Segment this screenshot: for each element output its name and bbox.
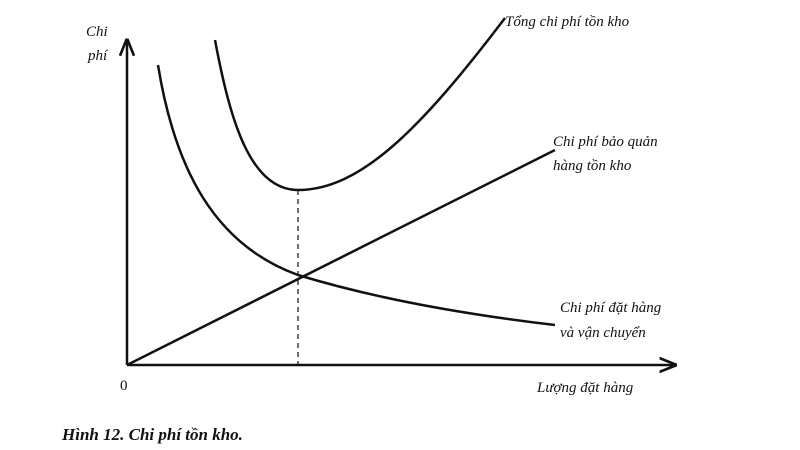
holding-cost-curve: [126, 148, 556, 367]
curve-label: hàng tồn kho: [553, 158, 632, 174]
caption: Hình 12. Chi phí tồn kho.: [61, 425, 243, 444]
origin-label: 0: [120, 378, 128, 394]
curve-label: Chi phí bảo quản: [553, 134, 658, 150]
curve-label: và vận chuyển: [560, 325, 646, 341]
y-axis-label: phí: [87, 48, 109, 64]
ordering-cost-curve: [156, 64, 556, 327]
y-axis-label: Chi: [86, 24, 108, 40]
total-cost-curve: [213, 17, 506, 192]
curve-label: Chi phí đặt hàng: [560, 300, 662, 316]
x-axis-label: Lượng đặt hàng: [536, 380, 634, 396]
curve-label: Tổng chi phí tồn kho: [505, 14, 630, 30]
